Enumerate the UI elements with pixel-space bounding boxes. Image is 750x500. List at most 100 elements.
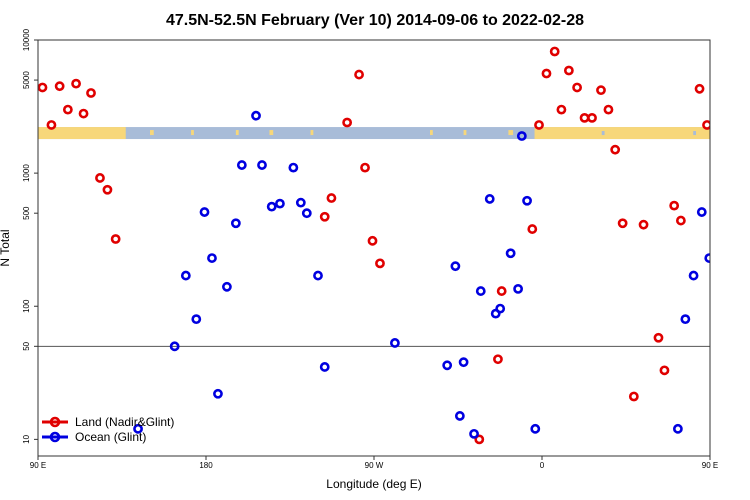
land-point xyxy=(603,104,614,115)
land-point xyxy=(563,65,574,76)
ocean-point xyxy=(696,207,707,217)
island-speck xyxy=(430,130,433,136)
island-speck xyxy=(310,130,314,136)
land-point xyxy=(728,80,735,87)
land-point xyxy=(653,332,664,343)
land-point xyxy=(596,85,606,96)
ocean-point xyxy=(469,428,479,439)
land-point xyxy=(638,219,649,230)
land-point xyxy=(702,120,710,130)
ocean-point xyxy=(275,198,285,209)
land-point xyxy=(474,434,485,445)
land-point xyxy=(736,110,743,117)
ocean-point xyxy=(313,270,323,281)
x-tick-label: 180 xyxy=(199,461,213,470)
y-tick-label: 50 xyxy=(22,341,31,350)
x-axis-label: Longitude (deg E) xyxy=(326,477,421,491)
ocean-point xyxy=(495,303,506,314)
land-point xyxy=(556,104,567,115)
ocean-point xyxy=(266,201,277,212)
land-point xyxy=(610,144,621,155)
ocean-point xyxy=(516,131,527,141)
ocean-point xyxy=(680,314,691,325)
land-point xyxy=(360,162,370,173)
ocean-band xyxy=(38,127,710,140)
ocean-point xyxy=(133,423,143,434)
ocean-point xyxy=(688,270,699,281)
land-point xyxy=(572,82,582,93)
land-point xyxy=(46,120,57,130)
ocean-point xyxy=(513,283,524,294)
y-axis-label: N Total xyxy=(0,229,12,266)
land-point xyxy=(375,258,385,269)
land-point xyxy=(549,46,560,57)
land-point xyxy=(534,120,544,130)
ocean-point xyxy=(236,160,247,170)
legend-land-label: Land (Nadir&Glint) xyxy=(75,415,174,429)
x-tick-label: 90 W xyxy=(365,461,384,470)
ocean-point xyxy=(522,195,532,206)
island-speck xyxy=(150,130,154,136)
y-tick-label: 5000 xyxy=(22,71,31,89)
ocean-point xyxy=(257,160,267,170)
land-point xyxy=(102,184,113,195)
land-point xyxy=(527,224,538,234)
land-point xyxy=(659,365,670,376)
land-point xyxy=(496,286,507,296)
land-point xyxy=(617,218,628,229)
ocean-point xyxy=(390,338,400,348)
ocean-point xyxy=(505,248,516,259)
ocean-point xyxy=(319,362,330,372)
y-tick-label: 10 xyxy=(22,434,31,443)
land-point xyxy=(110,234,121,244)
ocean-point xyxy=(475,286,486,296)
land-point xyxy=(354,69,364,80)
ocean-point xyxy=(222,281,232,292)
island-speck xyxy=(235,130,239,136)
y-axis: 10 50 100 500 1000 5000 10000 xyxy=(22,28,38,444)
island-speck xyxy=(269,130,274,136)
y-tick-label: 100 xyxy=(22,299,31,313)
ocean-point xyxy=(450,261,461,272)
legend: Land (Nadir&Glint) Ocean (Glint) xyxy=(42,415,174,444)
ocean-point xyxy=(251,110,261,121)
ocean-point xyxy=(458,357,469,368)
plot-area xyxy=(38,40,710,456)
y-tick-label: 10000 xyxy=(22,28,31,51)
land-point xyxy=(541,68,552,79)
lake-speck xyxy=(693,131,697,136)
ocean-point xyxy=(180,270,191,281)
land-point xyxy=(694,83,705,94)
island-speck xyxy=(191,130,194,136)
ocean-point xyxy=(530,423,541,434)
land-point xyxy=(326,193,337,203)
land-point xyxy=(38,82,48,93)
land-point xyxy=(78,108,89,119)
ocean-point xyxy=(454,411,465,421)
legend-ocean-marker xyxy=(49,431,61,443)
land-point xyxy=(71,78,81,89)
ocean-point xyxy=(301,208,312,219)
y-tick-label: 500 xyxy=(22,206,31,220)
land-point xyxy=(743,89,750,96)
ocean-point xyxy=(207,253,217,263)
land-point xyxy=(587,112,597,123)
ocean-point xyxy=(484,194,495,204)
island-speck xyxy=(463,130,467,136)
ocean-point xyxy=(213,388,223,399)
ocean-point xyxy=(704,253,710,263)
land-band-segment xyxy=(38,127,126,140)
y-tick-label: 1000 xyxy=(22,164,31,182)
land-point xyxy=(628,391,639,402)
scatter-points xyxy=(38,46,750,445)
land-point xyxy=(493,354,503,365)
x-tick-label: 90 E xyxy=(702,461,718,470)
lake-speck xyxy=(601,131,605,136)
land-point xyxy=(319,211,330,222)
land-point xyxy=(54,81,65,92)
land-point xyxy=(86,88,96,98)
x-tick-label: 90 E xyxy=(30,461,46,470)
land-ocean-band xyxy=(38,127,710,140)
ocean-point xyxy=(191,314,202,325)
